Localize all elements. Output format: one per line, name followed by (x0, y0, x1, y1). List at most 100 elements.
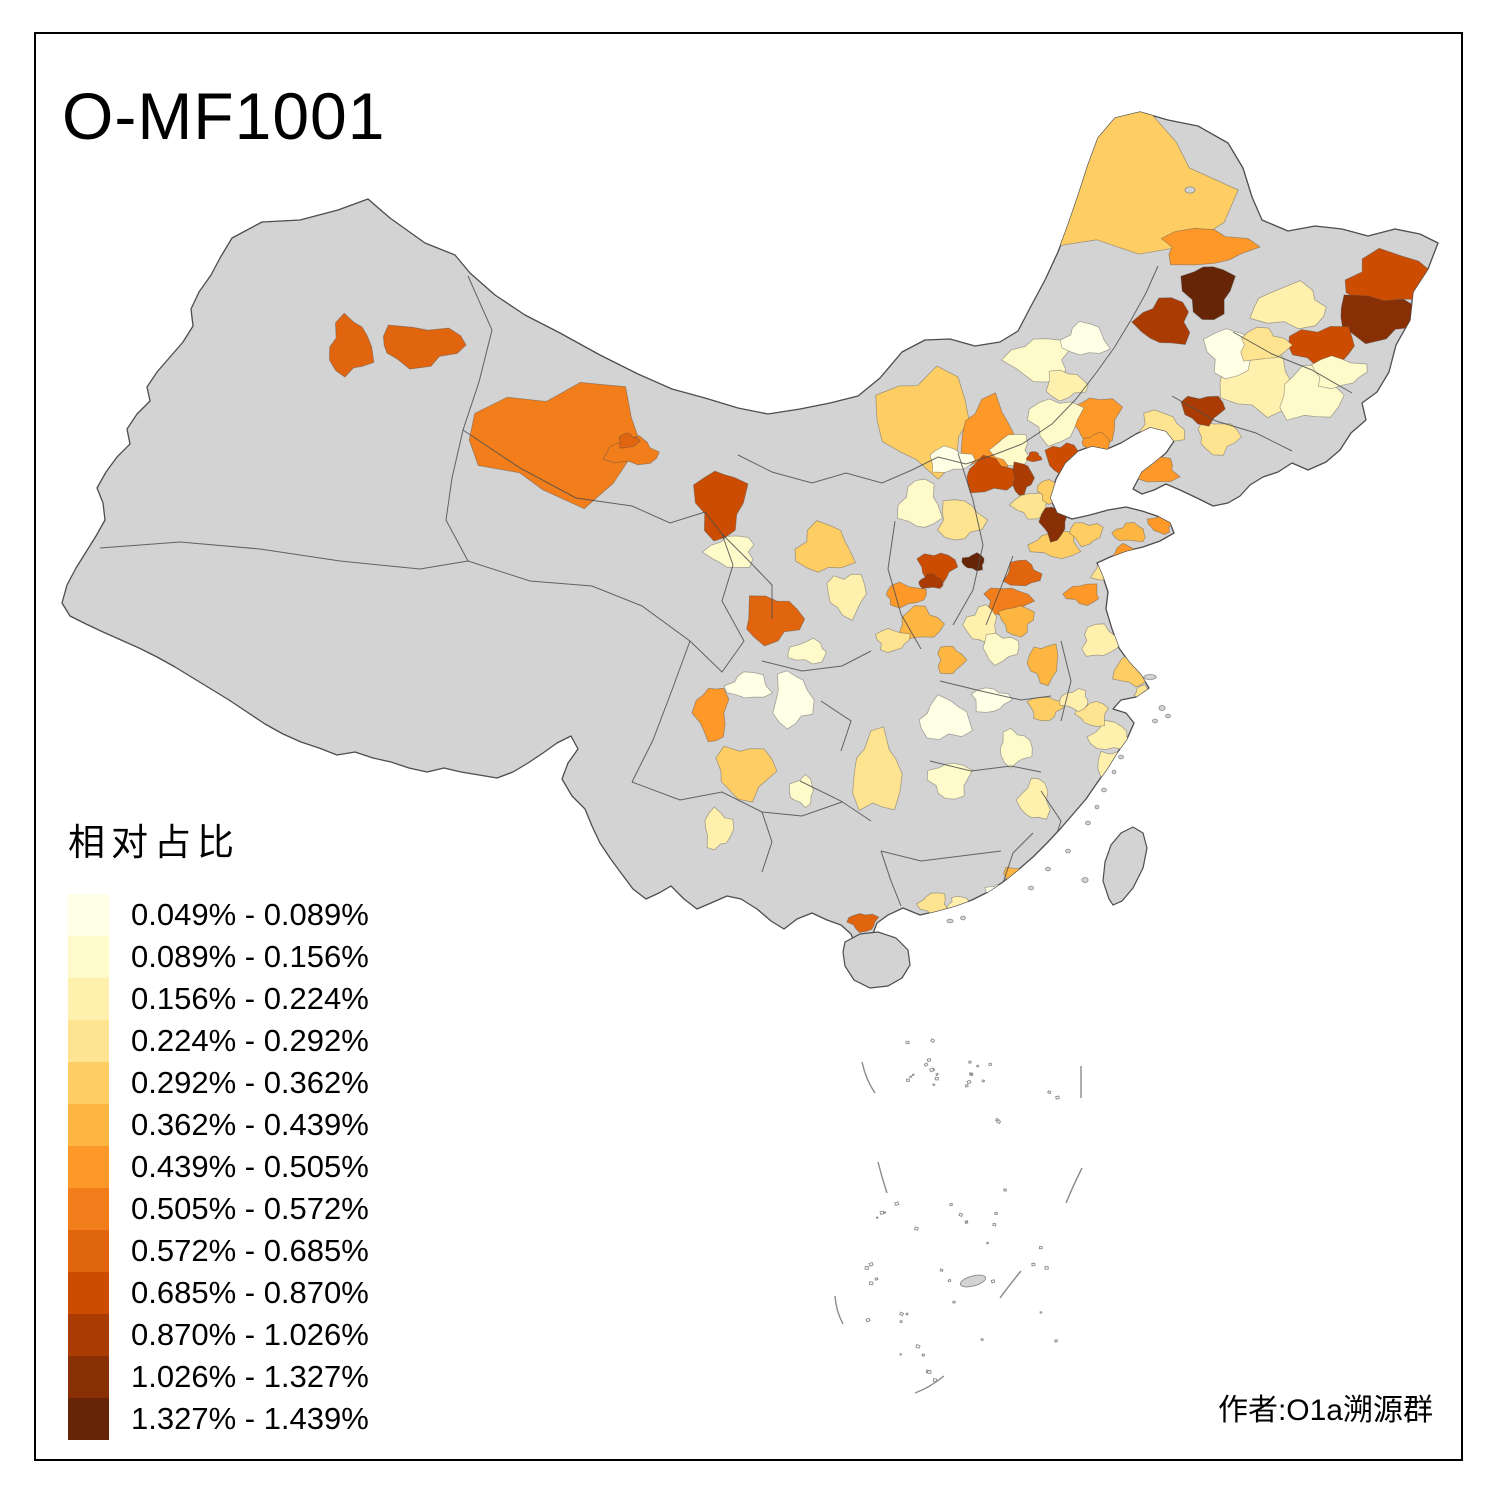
legend-row: 0.505% - 0.572% (68, 1188, 369, 1230)
legend-label: 0.156% - 0.224% (131, 981, 369, 1016)
province-borders (99, 265, 1353, 907)
province-border (880, 850, 1002, 862)
sea-speck (909, 1075, 913, 1079)
small-island (1101, 787, 1107, 793)
sea-speck (947, 1278, 952, 1283)
small-island (1152, 718, 1158, 724)
figure-title: O-MF1001 (62, 79, 386, 153)
small-island (1184, 186, 1196, 194)
sea-speck (899, 1353, 902, 1356)
prefecture-region (602, 435, 660, 466)
small-island (946, 918, 954, 924)
prefecture-region (1059, 320, 1111, 356)
prefecture-region (715, 745, 778, 803)
sea-speck (934, 1076, 939, 1081)
archipelago-arc (834, 1295, 844, 1325)
prefecture-region (1026, 643, 1059, 687)
sea-speck (1044, 1265, 1049, 1270)
prefecture-region (1340, 294, 1424, 345)
legend-swatch (68, 1104, 109, 1146)
province-border (985, 555, 1014, 626)
sea-speck (921, 1353, 925, 1357)
legend-swatch (68, 1062, 109, 1104)
legend-row: 0.439% - 0.505% (68, 1146, 369, 1188)
sea-speck (899, 1320, 903, 1323)
sea-speck (1054, 1339, 1058, 1343)
sea-speck (964, 1083, 969, 1088)
prefecture-region (1119, 455, 1181, 483)
legend-label: 0.089% - 0.156% (131, 939, 369, 974)
province-border (689, 533, 745, 673)
sea-speck (966, 1079, 972, 1085)
legend-label: 0.439% - 0.505% (131, 1149, 369, 1184)
sea-speck (996, 1119, 1002, 1125)
sea-speck (932, 1378, 938, 1383)
prefecture-region (982, 632, 1020, 667)
prefecture-region (787, 637, 827, 665)
archipelago-arc (999, 1270, 1022, 1299)
sea-speck (1047, 1090, 1052, 1095)
province-border (99, 541, 469, 570)
sea-speck (949, 1202, 953, 1207)
province-border (631, 781, 843, 817)
author-credit: 作者:O1a溯源群 (1217, 1394, 1433, 1427)
legend-swatch (68, 1188, 109, 1230)
legend-title: 相对占比 (68, 822, 240, 863)
province-border (1171, 395, 1293, 452)
sea-speck (1055, 1095, 1060, 1100)
sea-islet (959, 1274, 987, 1288)
sea-speck (915, 1344, 921, 1349)
sea-speck (1039, 1311, 1043, 1314)
legend-swatch (68, 978, 109, 1020)
sea-speck (1038, 1246, 1043, 1250)
legend-row: 0.572% - 0.685% (68, 1230, 369, 1272)
province-border (737, 265, 1159, 484)
prefecture-region (691, 687, 730, 743)
prefecture-region (1045, 369, 1089, 402)
sea-speck (868, 1261, 874, 1267)
sea-speck (958, 1212, 964, 1217)
legend-rows: 0.049% - 0.089% 0.089% - 0.156% 0.156% - 0… (68, 894, 369, 1440)
prefecture-region (746, 595, 806, 647)
hainan-island (842, 931, 911, 989)
province-border (761, 811, 773, 873)
sea-speck (879, 1210, 885, 1215)
prefecture-region (874, 628, 911, 654)
prefecture-region (918, 573, 944, 589)
sea-speck (875, 1216, 879, 1219)
legend-label: 1.327% - 1.439% (131, 1401, 369, 1436)
prefecture-region (1015, 777, 1051, 820)
prefecture-region (846, 913, 880, 933)
prefecture-region (936, 499, 989, 541)
prefecture-region (618, 432, 641, 449)
sea-speck (868, 1281, 874, 1286)
province-border (952, 452, 984, 626)
sea-speck (929, 1067, 935, 1073)
small-island (1143, 674, 1157, 680)
sea-speck (864, 1266, 869, 1270)
small-island (960, 915, 966, 921)
legend-swatch (68, 1146, 109, 1188)
province-border (467, 560, 691, 642)
prefecture-region (896, 478, 943, 528)
prefecture-region (772, 670, 815, 730)
legend-label: 0.572% - 0.685% (131, 1233, 369, 1268)
province-border (631, 640, 691, 783)
small-island (1094, 804, 1100, 810)
prefecture-region (885, 581, 927, 609)
archipelago-arc (914, 1375, 945, 1394)
sea-speck (913, 1226, 919, 1231)
sea-speck (1031, 1262, 1036, 1267)
legend-label: 0.505% - 0.572% (131, 1191, 369, 1226)
prefecture-region (966, 454, 1018, 494)
sea-speck (899, 1311, 905, 1317)
small-island (1081, 877, 1089, 883)
sea-speck (994, 1211, 998, 1215)
prefecture-region (1131, 297, 1191, 345)
legend-label: 1.026% - 1.327% (131, 1359, 369, 1394)
small-island (1165, 713, 1171, 719)
sea-speck (992, 1222, 997, 1227)
sea-speck (874, 1277, 879, 1281)
